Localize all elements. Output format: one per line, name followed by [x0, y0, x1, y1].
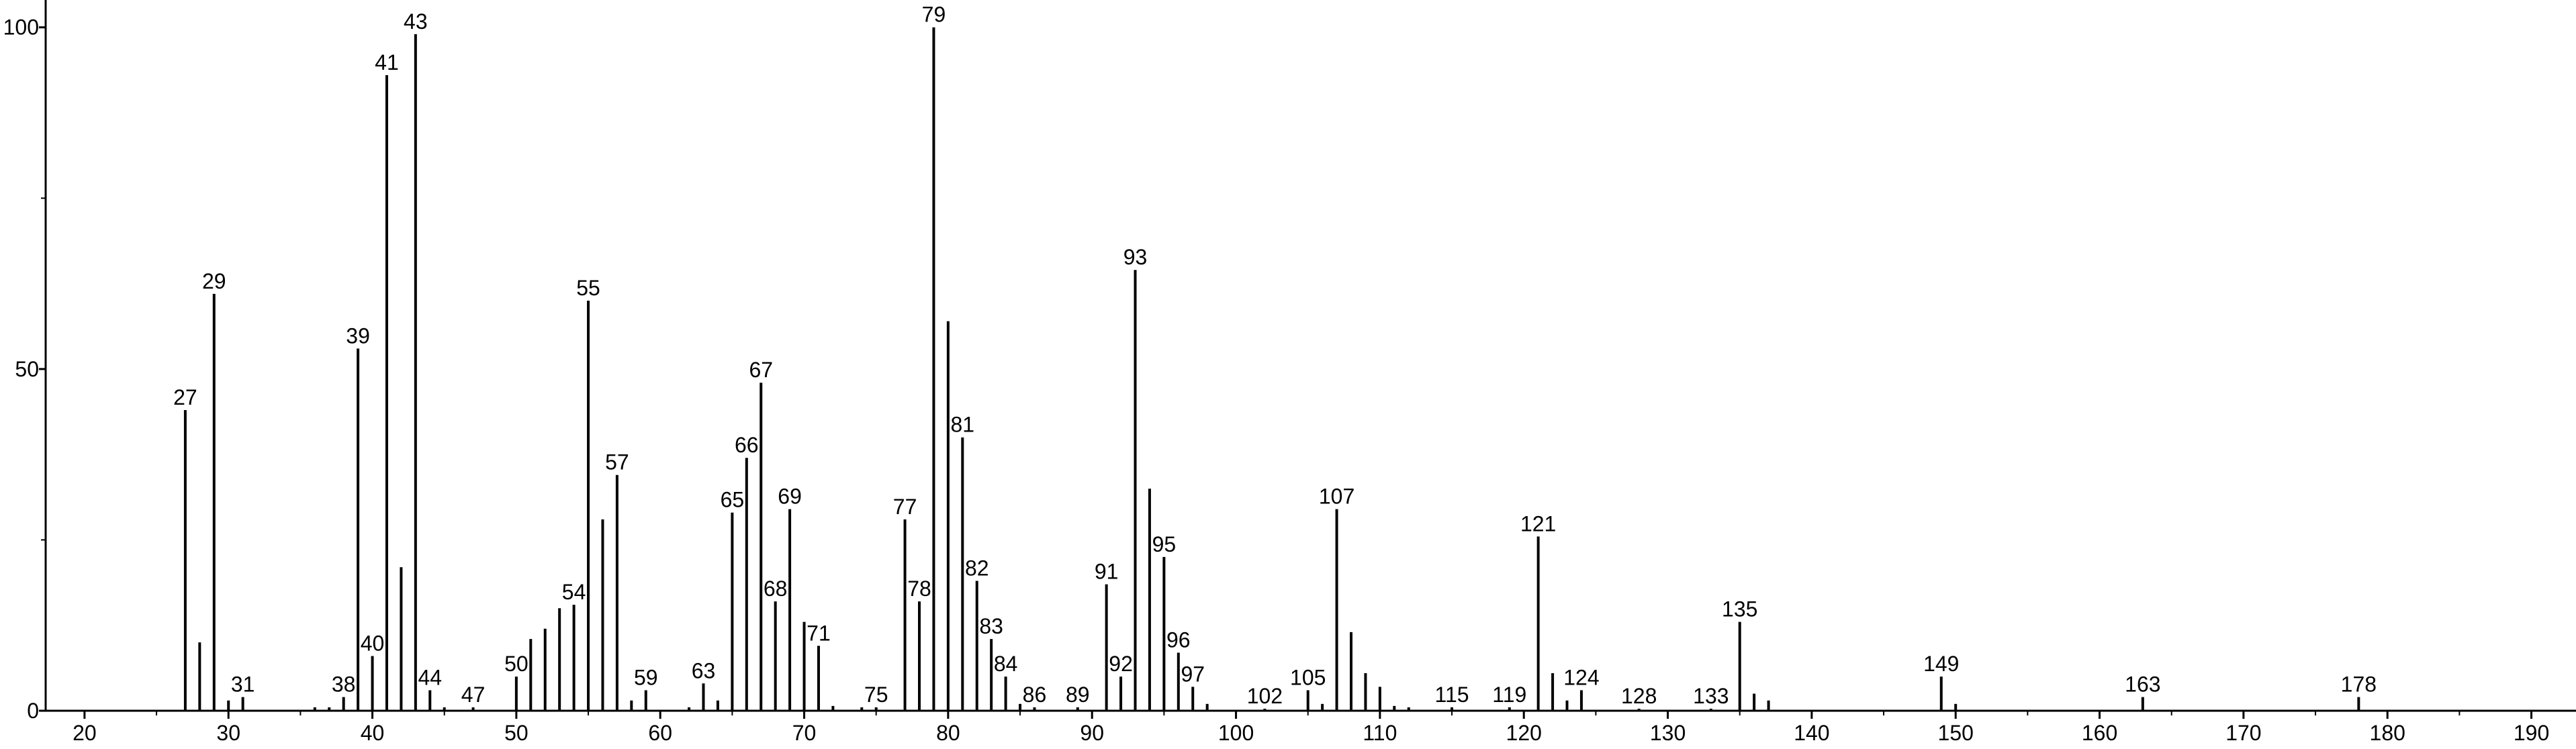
peak-label: 57 [605, 450, 629, 475]
peak-label: 95 [1152, 532, 1177, 556]
peak-label: 128 [1621, 684, 1657, 708]
y-tick-label: 0 [27, 699, 39, 723]
x-tick-label: 30 [216, 721, 240, 745]
peak-label: 67 [749, 358, 773, 382]
peak-label: 81 [951, 413, 975, 437]
peak-label: 55 [576, 276, 600, 300]
peak-label: 71 [807, 621, 831, 645]
peak-label: 27 [173, 385, 197, 409]
peak-label: 124 [1563, 665, 1599, 689]
peak-label: 96 [1166, 628, 1191, 652]
peak-label: 38 [332, 672, 356, 697]
peak-label: 40 [361, 632, 385, 656]
peak-label: 83 [979, 614, 1003, 638]
peak-label: 89 [1066, 683, 1090, 707]
y-tick-label: 50 [15, 357, 39, 381]
peak-label: 54 [562, 580, 586, 604]
peak-label: 115 [1435, 683, 1469, 707]
peak-label: 119 [1492, 683, 1526, 707]
peak-label: 31 [231, 672, 255, 697]
x-tick-label: 130 [1650, 721, 1686, 745]
peak-label: 63 [692, 658, 716, 683]
peak-label: 82 [965, 556, 989, 581]
peak-label: 163 [2125, 672, 2160, 697]
peak-label: 75 [864, 683, 888, 707]
peak-label: 105 [1290, 665, 1326, 689]
peak-label: 84 [994, 652, 1018, 676]
peak-label: 77 [893, 495, 917, 519]
x-tick-label: 80 [936, 721, 960, 745]
peak-label: 135 [1722, 597, 1757, 621]
peak-label: 59 [634, 665, 658, 689]
x-tick-label: 190 [2514, 721, 2549, 745]
peak-label: 68 [764, 577, 788, 601]
x-tick-label: 140 [1794, 721, 1829, 745]
peak-label: 65 [721, 488, 745, 512]
peak-label: 93 [1123, 245, 1148, 269]
x-tick-label: 40 [361, 721, 385, 745]
y-tick-label: 100 [3, 15, 39, 40]
peak-label: 133 [1693, 684, 1729, 708]
x-tick-label: 60 [648, 721, 672, 745]
peak-label: 149 [1923, 652, 1959, 676]
peak-label: 107 [1319, 485, 1354, 509]
peak-label: 41 [375, 50, 399, 74]
x-tick-label: 70 [792, 721, 817, 745]
peak-label: 121 [1520, 511, 1556, 536]
peak-label: 92 [1109, 652, 1133, 676]
peak-label: 66 [735, 433, 759, 457]
x-tick-label: 180 [2370, 721, 2405, 745]
x-tick-label: 110 [1363, 721, 1397, 745]
x-tick-label: 90 [1080, 721, 1104, 745]
peak-label: 47 [461, 683, 486, 707]
peak-label: 43 [404, 9, 428, 34]
x-tick-label: 50 [504, 721, 528, 745]
x-tick-label: 20 [73, 721, 97, 745]
peak-label: 91 [1095, 560, 1119, 584]
x-tick-label: 120 [1506, 721, 1542, 745]
x-tick-label: 150 [1938, 721, 1974, 745]
peak-label: 50 [504, 652, 528, 676]
peak-label: 102 [1247, 684, 1283, 708]
peak-label: 29 [202, 269, 226, 293]
peak-label: 86 [1023, 683, 1047, 707]
peak-label: 44 [418, 665, 442, 689]
peak-label: 178 [2341, 672, 2377, 697]
x-tick-label: 100 [1218, 721, 1254, 745]
peak-label: 69 [778, 485, 802, 509]
peak-label: 78 [907, 577, 931, 601]
peak-label: 39 [346, 323, 370, 348]
x-tick-label: 170 [2225, 721, 2261, 745]
x-tick-label: 160 [2082, 721, 2117, 745]
peak-label: 79 [922, 3, 946, 27]
peak-label: 97 [1181, 662, 1205, 686]
